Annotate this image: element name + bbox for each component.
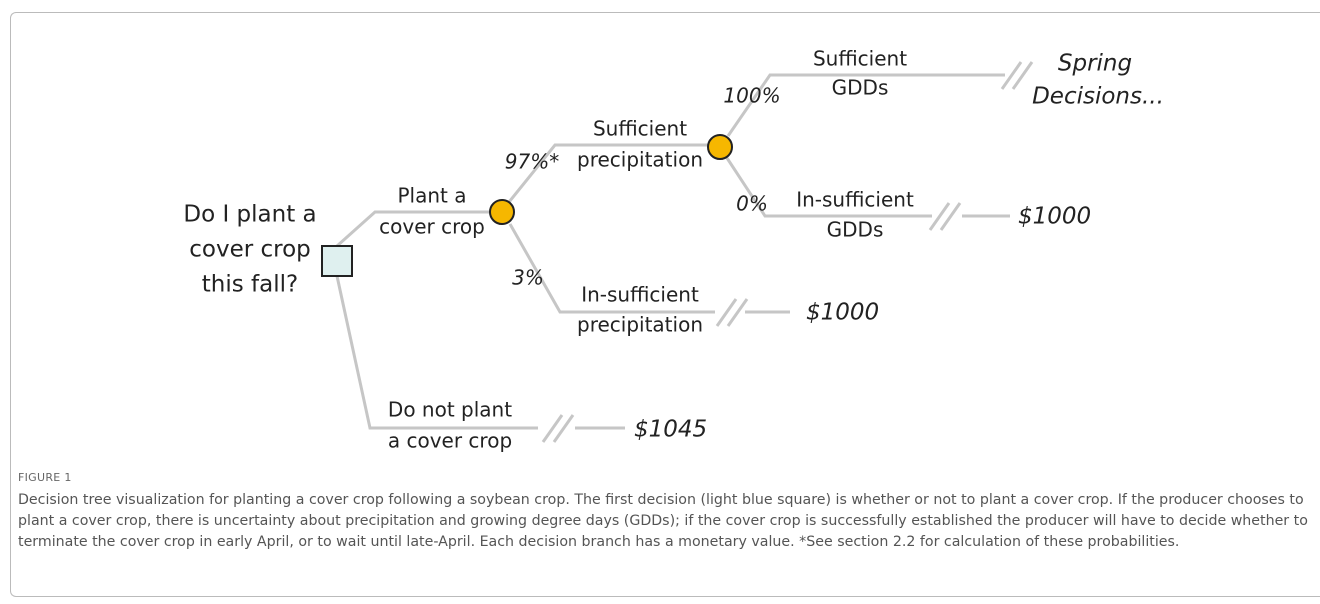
branch bbox=[508, 223, 715, 314]
outcome-value: $1045 bbox=[634, 417, 707, 443]
branch-label: precipitation bbox=[577, 148, 703, 172]
branches bbox=[335, 61, 1034, 443]
figure-number: FIGURE 1 bbox=[18, 471, 72, 484]
branch-label: Sufficient bbox=[813, 47, 907, 71]
probability: 100% bbox=[723, 84, 780, 108]
branch bbox=[725, 157, 932, 218]
outcome-value: $1000 bbox=[806, 300, 879, 326]
probability: 3% bbox=[512, 266, 544, 290]
chance-node bbox=[707, 134, 733, 160]
branch bbox=[335, 210, 490, 248]
figure-caption: Decision tree visualization for planting… bbox=[18, 492, 1308, 550]
branch-label: In-sufficient bbox=[796, 188, 914, 212]
branch-label: Do not plant bbox=[388, 398, 512, 422]
branch bbox=[726, 73, 1005, 137]
branch-label: Plant a bbox=[397, 184, 466, 208]
figure-frame bbox=[10, 12, 1320, 597]
break-mark bbox=[1000, 61, 1034, 90]
question: this fall? bbox=[202, 272, 298, 298]
outcome-value: Decisions... bbox=[1032, 84, 1164, 110]
break-mark bbox=[541, 414, 575, 443]
question: Do I plant a bbox=[183, 202, 316, 228]
outcome-value: Spring bbox=[1058, 51, 1132, 77]
question: cover crop bbox=[189, 237, 311, 263]
chance-node bbox=[489, 199, 515, 225]
branch bbox=[335, 275, 538, 430]
decision-tree: Do I plant a cover crop this fall? Plant… bbox=[183, 47, 1164, 453]
branch-label: GDDs bbox=[832, 76, 889, 100]
branch-label: cover crop bbox=[379, 215, 485, 239]
outcome-value: $1000 bbox=[1018, 204, 1091, 230]
branch-label: a cover crop bbox=[388, 429, 512, 453]
branch-label: Sufficient bbox=[593, 117, 687, 141]
branch-label: In-sufficient bbox=[581, 283, 699, 307]
probability: 97%* bbox=[505, 150, 559, 174]
break-mark bbox=[715, 298, 749, 327]
decision-node bbox=[321, 245, 353, 277]
branch-label: precipitation bbox=[577, 313, 703, 337]
branch-label: GDDs bbox=[827, 218, 884, 242]
break-mark bbox=[928, 202, 962, 231]
probability: 0% bbox=[736, 192, 768, 216]
branch bbox=[507, 143, 708, 203]
